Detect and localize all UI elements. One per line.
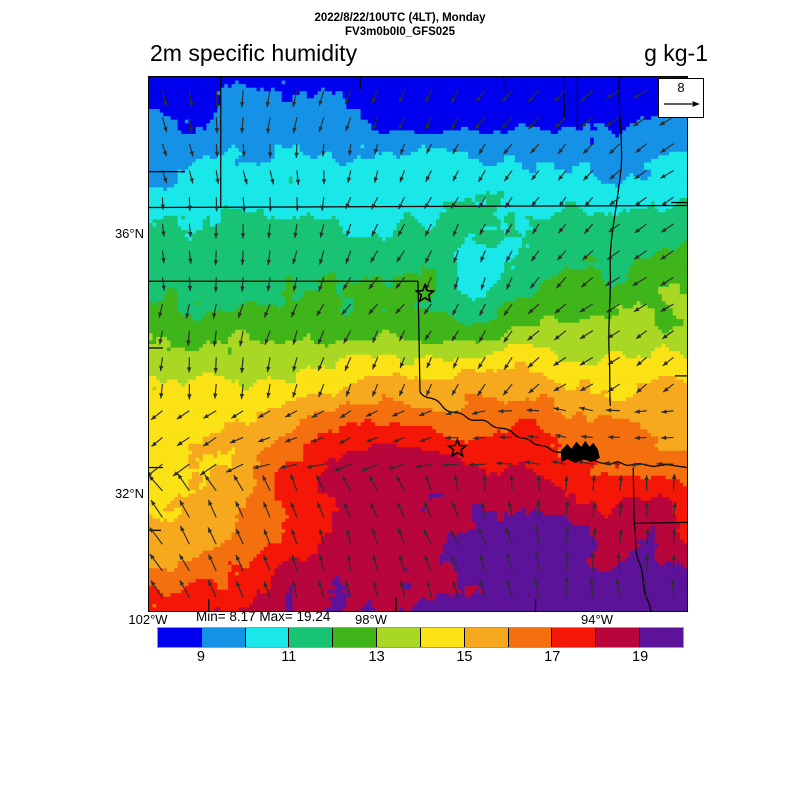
units-label: g kg-1 bbox=[644, 40, 708, 66]
colorbar-tick: 11 bbox=[281, 649, 297, 665]
minmax-stats-label: Min= 8.17 Max= 19.24 bbox=[196, 609, 331, 624]
station-star-north bbox=[414, 282, 436, 303]
wind-legend-value: 8 bbox=[677, 80, 685, 95]
arrow-right-icon bbox=[664, 101, 700, 107]
colorbar-tick: 9 bbox=[196, 649, 205, 665]
wind-vector-heads bbox=[149, 93, 677, 588]
colorbar-tick: 19 bbox=[632, 649, 649, 665]
colorbar-tick: 13 bbox=[368, 649, 385, 665]
colorbar-cell bbox=[245, 628, 290, 647]
station-star-south bbox=[446, 437, 468, 458]
colorbar-cell bbox=[377, 628, 421, 647]
colorbar-cell bbox=[201, 628, 246, 647]
colorbar bbox=[157, 627, 684, 648]
colorbar-tick-labels: 9 11 13 15 17 19 bbox=[157, 649, 684, 669]
colorbar-cell bbox=[420, 628, 465, 647]
humidity-field bbox=[149, 77, 687, 611]
colorbar-cell bbox=[333, 628, 378, 647]
xtick-label-98w: 98°W bbox=[355, 612, 387, 627]
ytick-label-36n: 36°N bbox=[114, 226, 144, 241]
colorbar-cell bbox=[508, 628, 553, 647]
colorbar-cell bbox=[289, 628, 334, 647]
colorbar-cell bbox=[596, 628, 641, 647]
xtick-label-102w: 102°W bbox=[128, 612, 168, 627]
header-datetime: 2022/8/22/10UTC (4LT), Monday bbox=[314, 12, 486, 24]
page-title: 2m specific humidity bbox=[150, 40, 358, 66]
header-model-id: FV3m0b0I0_GFS025 bbox=[345, 26, 455, 38]
colorbar-cell bbox=[464, 628, 509, 647]
map-plot-area bbox=[148, 76, 688, 612]
colorbar-cell bbox=[640, 628, 683, 647]
colorbar-cell bbox=[552, 628, 597, 647]
colorbar-tick: 17 bbox=[544, 649, 561, 665]
colorbar-tick: 15 bbox=[456, 649, 473, 665]
station-markers bbox=[414, 282, 468, 458]
colorbar-cell bbox=[158, 628, 202, 647]
xtick-label-94w: 94°W bbox=[581, 612, 613, 627]
filled-contours bbox=[149, 77, 687, 611]
ytick-label-32n: 32°N bbox=[114, 486, 144, 501]
wind-vector-legend: 8 bbox=[658, 78, 704, 118]
